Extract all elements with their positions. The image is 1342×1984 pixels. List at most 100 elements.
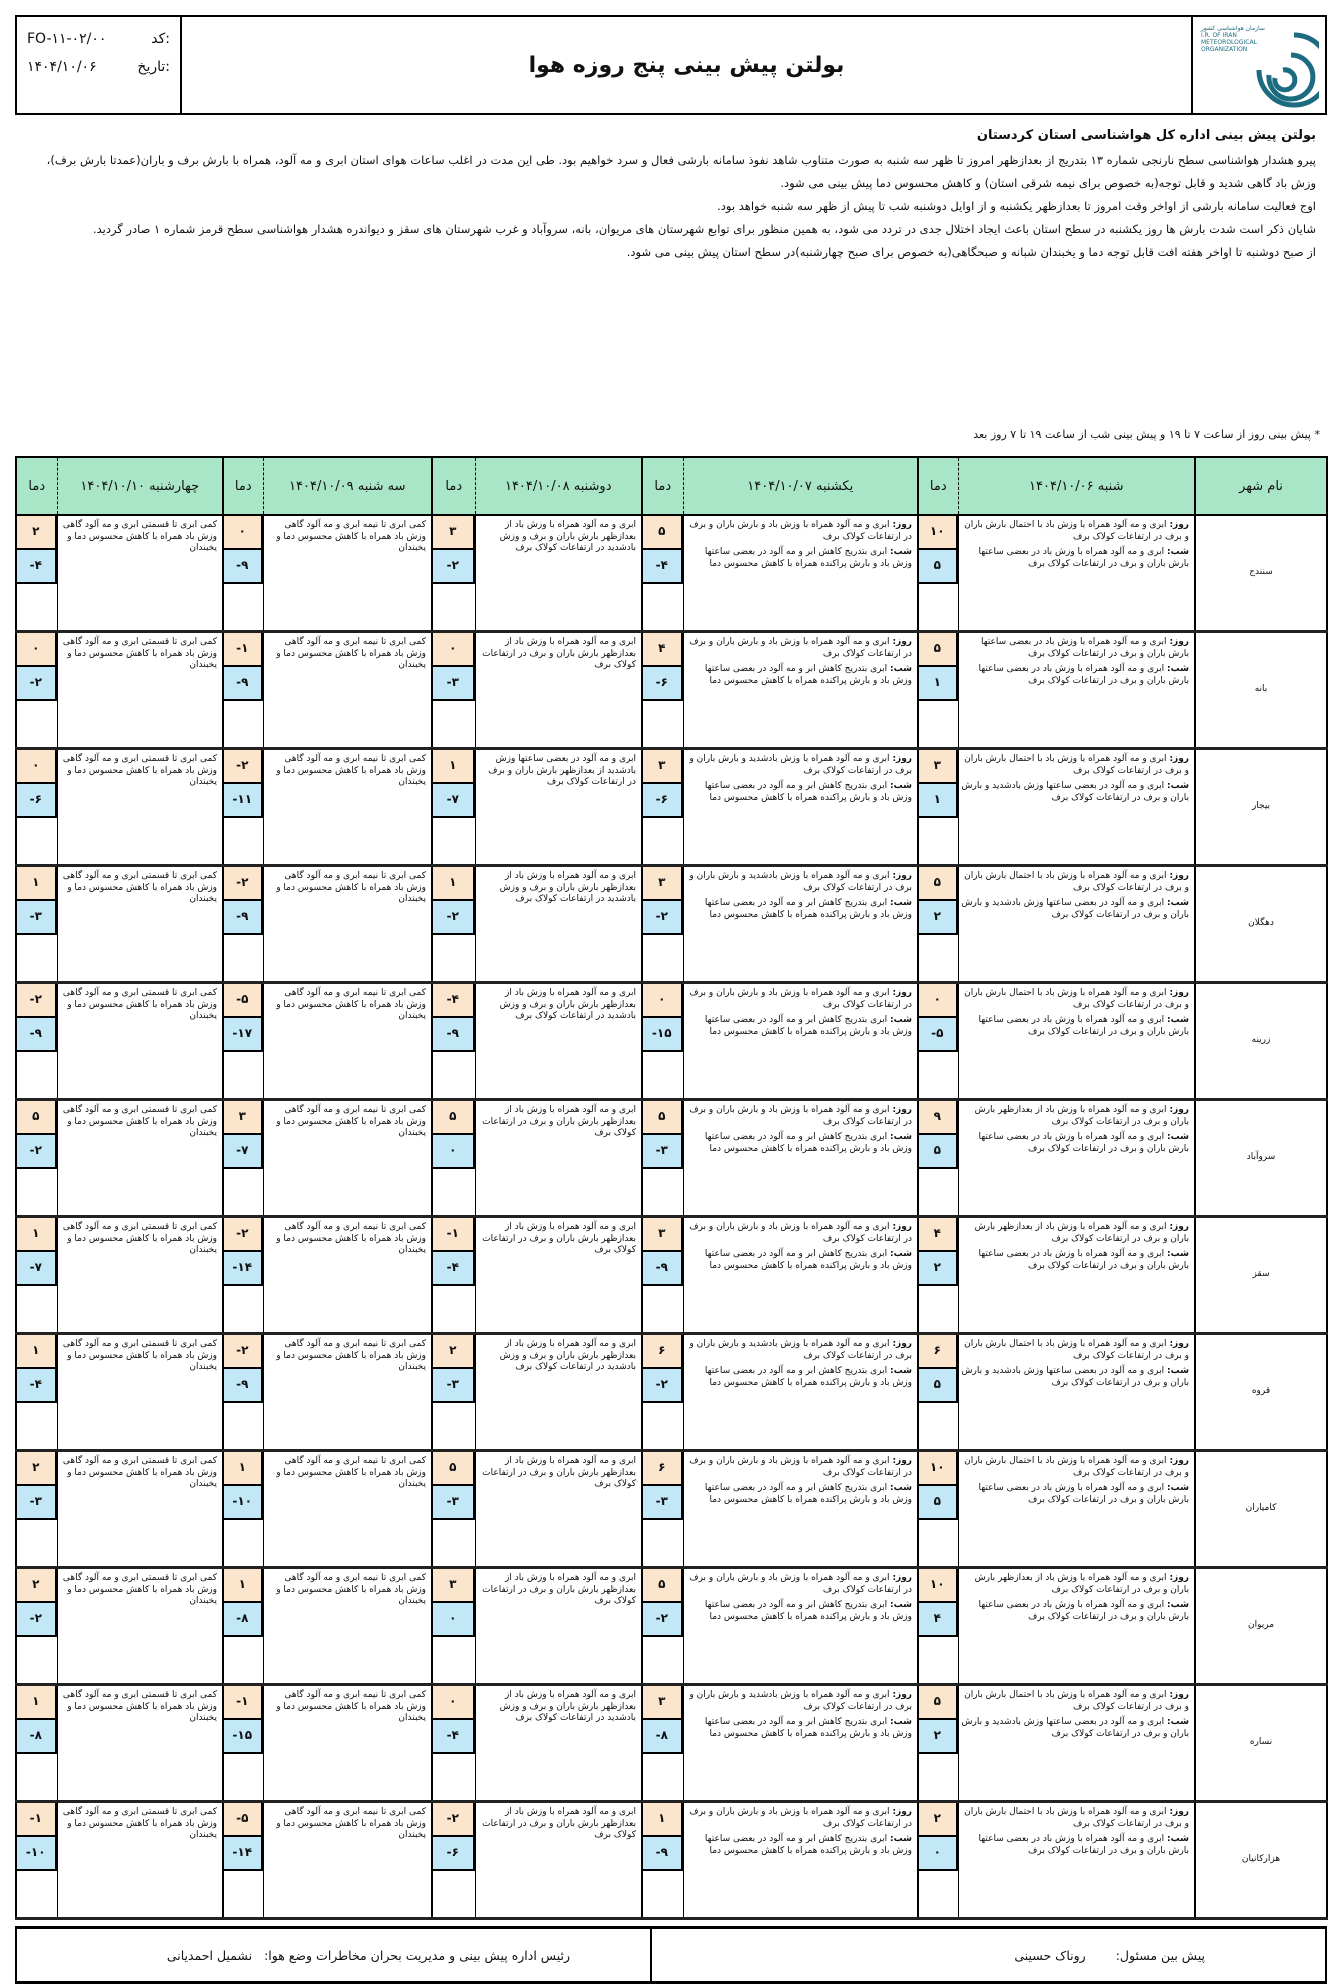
city-name: بانه — [1194, 631, 1328, 750]
temperature-cell: ۰ -۶ — [15, 748, 57, 867]
head-name: نشمیل احمدیانی — [166, 1947, 253, 1963]
forecast-cell: روز: ابری و مه آلود همراه با وزش باد با … — [957, 865, 1195, 984]
table-row: سروآباد روز: ابری و مه آلود همراه با وزش … — [15, 1099, 1328, 1218]
min-temp-badge: ۰ — [433, 1603, 475, 1637]
day-forecast: روز: ابری و مه آلود همراه با وزش باد با … — [964, 1339, 1189, 1361]
max-temp-badge: ۵ — [919, 1686, 958, 1720]
day-label: روز: — [1169, 1690, 1189, 1700]
max-temp-badge: ۶ — [643, 1452, 683, 1486]
day-column-header: چهارشنبه ۱۴۰۴/۱۰/۱۰ — [56, 456, 224, 516]
night-forecast: شب: ابری بتدریج کاهش ابر و مه آلود در بع… — [687, 898, 912, 921]
min-temp-badge: -۴ — [17, 1369, 57, 1403]
forecast-text: ابری و مه آلود همراه با وزش باد از بعداز… — [482, 1456, 636, 1489]
min-temp-badge: -۲ — [643, 1369, 683, 1403]
min-temp-badge: -۱۰ — [224, 1486, 263, 1520]
min-temp-badge: -۱۵ — [224, 1720, 263, 1754]
night-label: شب: — [1167, 547, 1189, 557]
day-forecast: روز: ابری و مه آلود همراه با وزش باد از … — [975, 1573, 1189, 1595]
min-temp-badge: -۳ — [433, 667, 475, 701]
temperature-cell: ۱۰ ۵ — [917, 1450, 958, 1569]
day-label: روز: — [1169, 1105, 1189, 1115]
night-forecast: شب: ابری و مه آلود در بعضی ساعتها وزش با… — [962, 1717, 1190, 1740]
temperature-cell: ۵ -۳ — [641, 1099, 683, 1218]
intro-paragraph: شایان ذکر است شدت بارش ها روز یکشنبه در … — [92, 222, 1316, 236]
night-forecast: شب: ابری بتدریج کاهش ابر و مه آلود در بع… — [687, 1717, 912, 1740]
day-forecast: روز: ابری و مه آلود همراه با وزش باد با … — [964, 988, 1189, 1010]
temperature-cell: ۱۰ ۴ — [917, 1567, 958, 1686]
max-temp-badge: ۵ — [643, 1101, 683, 1135]
forecast-cell: کمی ابری تا قسمتی ابری و مه آلود گاهی وز… — [56, 982, 223, 1101]
forecast-text: کمی ابری تا قسمتی ابری و مه آلود گاهی وز… — [62, 520, 217, 553]
night-forecast: شب: ابری بتدریج کاهش ابر و مه آلود در بع… — [687, 1015, 912, 1038]
max-temp-badge: -۲ — [17, 984, 57, 1018]
forecast-text: کمی ابری تا قسمتی ابری و مه آلود گاهی وز… — [62, 1573, 217, 1606]
max-temp-badge: ۱ — [433, 867, 475, 901]
temp-column-header: دما — [641, 456, 683, 516]
day-label: روز: — [1169, 1222, 1189, 1232]
night-forecast-text: ابری بتدریج کاهش ابر و مه آلود در بعضی س… — [704, 1249, 912, 1271]
day-forecast-text: ابری و مه آلود همراه با وزش باد در بعضی … — [980, 637, 1189, 659]
day-forecast: روز: ابری و مه آلود همراه با وزش باد از … — [975, 1222, 1189, 1244]
temperature-cell: ۲ -۴ — [15, 515, 57, 633]
max-temp-badge: ۰ — [433, 1686, 475, 1720]
max-temp-badge: ۲ — [17, 1569, 57, 1603]
max-temp-badge: ۵ — [433, 1101, 475, 1135]
forecast-cell: روز: ابری و مه آلود همراه با وزش باد با … — [957, 515, 1195, 633]
day-forecast-text: ابری و مه آلود همراه با وزش بادشدید و با… — [689, 1690, 912, 1712]
city-name: سنندج — [1194, 515, 1328, 633]
max-temp-badge: ۰ — [919, 984, 958, 1018]
min-temp-badge: -۷ — [224, 1135, 263, 1169]
forecast-cell: کمی ابری تا نیمه ابری و مه آلود گاهی وزش… — [262, 1450, 432, 1569]
temperature-cell: -۴ -۹ — [431, 982, 475, 1101]
intro-paragraph: از صبح دوشنبه تا اواخر هفته افت قابل توج… — [626, 245, 1316, 259]
day-forecast-text: ابری و مه آلود همراه با وزش باد و بارش ب… — [689, 1807, 912, 1829]
code-label: کد: — [151, 31, 170, 47]
city-name: سروآباد — [1194, 1099, 1328, 1218]
min-temp-badge: -۲ — [17, 667, 57, 701]
temp-column-header: دما — [917, 456, 958, 516]
night-label: شب: — [1167, 1132, 1189, 1142]
day-label: روز: — [892, 1339, 912, 1349]
forecast-cell: روز: ابری و مه آلود همراه با وزش باد و ب… — [682, 1099, 918, 1218]
day-forecast-text: ابری و مه آلود همراه با وزش باد و بارش ب… — [689, 1456, 912, 1478]
max-temp-badge: ۳ — [643, 750, 683, 784]
forecast-cell: ابری و مه آلود همراه با وزش باد از بعداز… — [474, 631, 642, 750]
night-label: شب: — [1167, 1249, 1189, 1259]
max-temp-badge: ۰ — [433, 633, 475, 667]
forecast-cell: کمی ابری تا قسمتی ابری و مه آلود گاهی وز… — [56, 865, 223, 984]
max-temp-badge: ۰ — [224, 516, 263, 550]
min-temp-badge: -۲ — [17, 1135, 57, 1169]
city-name: سقز — [1194, 1216, 1328, 1335]
min-temp-badge: ۲ — [919, 1252, 958, 1286]
forecast-text: کمی ابری تا قسمتی ابری و مه آلود گاهی وز… — [62, 1105, 217, 1138]
day-forecast: روز: ابری و مه آلود همراه با وزش باد و ب… — [689, 1222, 912, 1244]
max-temp-badge: ۹ — [919, 1101, 958, 1135]
night-forecast: شب: ابری و مه آلود همراه با وزش باد در ب… — [962, 1834, 1189, 1857]
forecast-cell: روز: ابری و مه آلود همراه با وزش باد و ب… — [682, 515, 918, 633]
forecast-cell: کمی ابری تا نیمه ابری و مه آلود گاهی وزش… — [262, 1567, 432, 1686]
night-forecast-text: ابری و مه آلود همراه با وزش باد در بعضی … — [978, 1015, 1189, 1037]
min-temp-badge: -۱۰ — [17, 1837, 57, 1871]
day-label: روز: — [892, 871, 912, 881]
min-temp-badge: -۱۴ — [224, 1837, 263, 1871]
night-forecast: شب: ابری و مه آلود همراه با وزش باد در ب… — [962, 1600, 1189, 1623]
day-forecast-text: ابری و مه آلود همراه با وزش باد و بارش ب… — [689, 988, 912, 1010]
night-forecast: شب: ابری و مه آلود همراه با وزش باد در ب… — [962, 1483, 1189, 1506]
temperature-cell: -۲ -۱۴ — [222, 1216, 263, 1335]
night-forecast-text: ابری و مه آلود همراه با وزش باد در بعضی … — [978, 547, 1189, 569]
day-label: روز: — [1169, 1573, 1189, 1583]
temperature-cell: -۵ -۱۴ — [222, 1801, 263, 1920]
max-temp-badge: ۱ — [17, 867, 57, 901]
table-row: زرینه روز: ابری و مه آلود همراه با وزش با… — [15, 982, 1328, 1101]
night-forecast: شب: ابری بتدریج کاهش ابر و مه آلود در بع… — [687, 1834, 912, 1857]
forecast-cell: روز: ابری و مه آلود همراه با وزش باد از … — [957, 1099, 1195, 1218]
forecast-text: کمی ابری تا نیمه ابری و مه آلود گاهی وزش… — [276, 871, 426, 904]
min-temp-badge: -۲ — [17, 1603, 57, 1637]
city-name: مریوان — [1194, 1567, 1328, 1686]
max-temp-badge: ۳ — [643, 867, 683, 901]
forecast-cell: روز: ابری و مه آلود همراه با وزش باد با … — [957, 1684, 1195, 1803]
forecast-text: کمی ابری تا نیمه ابری و مه آلود گاهی وزش… — [276, 1222, 426, 1255]
